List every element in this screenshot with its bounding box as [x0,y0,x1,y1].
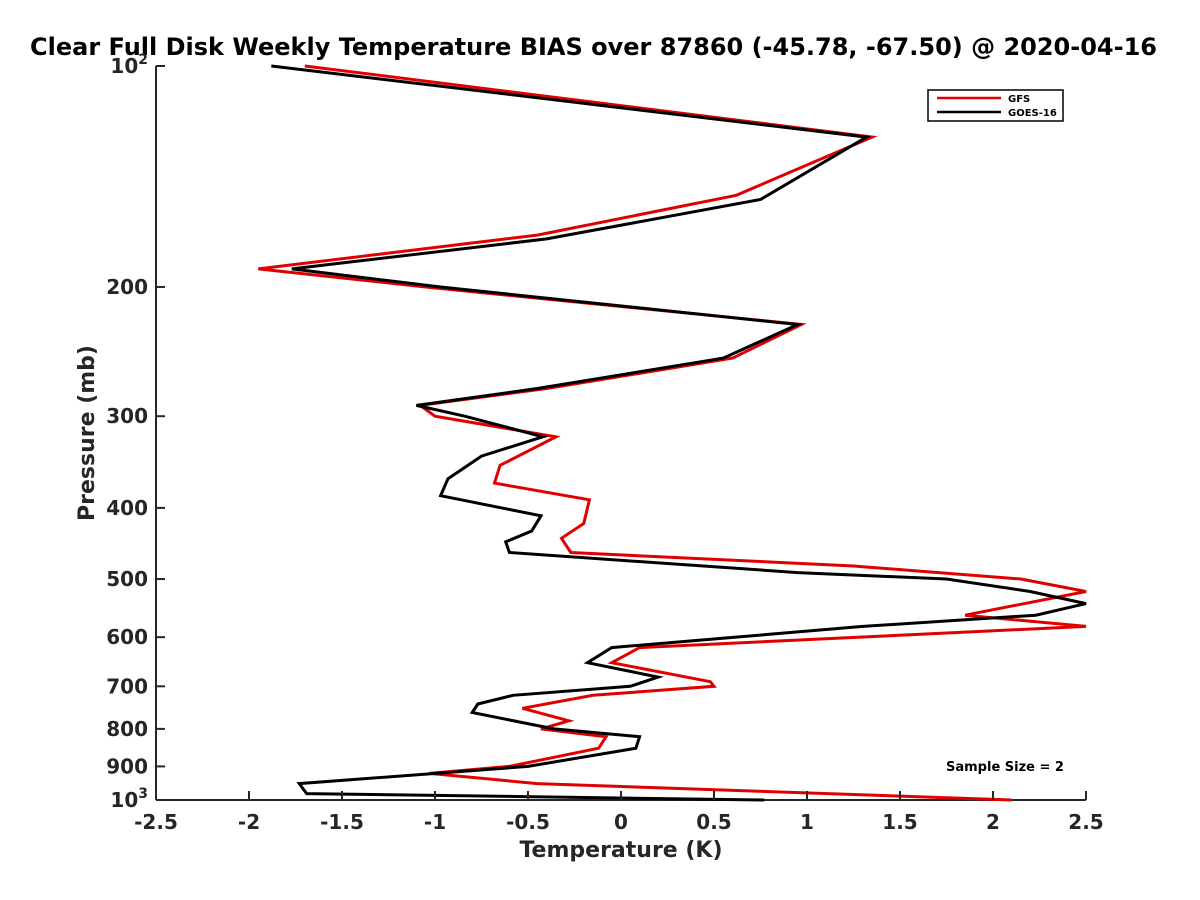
legend-label: GFS [1008,94,1030,105]
y-tick-base: 10 [110,788,138,812]
y-tick-label: 300 [106,404,148,428]
x-tick-label: 2 [986,810,1000,834]
legend-box [927,89,1064,122]
y-tick-label: 800 [106,717,148,741]
y-tick-label: 103 [110,786,148,812]
y-tick-label: 700 [106,674,148,698]
y-tick-label: 500 [106,567,148,591]
x-tick-label: 0.5 [696,810,731,834]
x-tick-label: 2.5 [1068,810,1103,834]
y-tick-label: 900 [106,754,148,778]
axes [155,66,1086,801]
x-tick-label: -1 [424,810,446,834]
y-tick-exponent: 3 [138,786,148,802]
legend: GFS GOES-16 [927,89,1064,122]
y-tick-label: 102 [110,52,148,78]
series-group [258,64,1087,802]
x-tick-label: -0.5 [506,810,550,834]
series-line-gfs [258,64,1087,802]
x-tick-label: -2 [238,810,260,834]
sample-size-annotation: Sample Size = 2 [946,760,1064,775]
x-tick-label: 1 [800,810,814,834]
x-tick-label: 0 [614,810,628,834]
y-tick-label: 600 [106,625,148,649]
y-tick-exponent: 2 [138,52,148,68]
legend-label: GOES-16 [1008,108,1057,119]
x-tick-label: -1.5 [320,810,364,834]
chart-title: Clear Full Disk Weekly Temperature BIAS … [30,33,1157,61]
y-tick-base: 10 [110,54,138,78]
x-tick-label: -2.5 [134,810,178,834]
x-tick-label: 1.5 [882,810,917,834]
series-line-goes-16 [271,64,1087,802]
y-tick-label: 200 [106,275,148,299]
y-tick-label: 400 [106,496,148,520]
y-axis-label: Pressure (mb) [75,345,100,521]
x-axis-label: Temperature (K) [519,838,722,863]
ticks-group: -2.5 -2 -1.5 -1 -0.5 0 0.5 1 1.5 2 2.5102200300400… [106,52,1103,834]
